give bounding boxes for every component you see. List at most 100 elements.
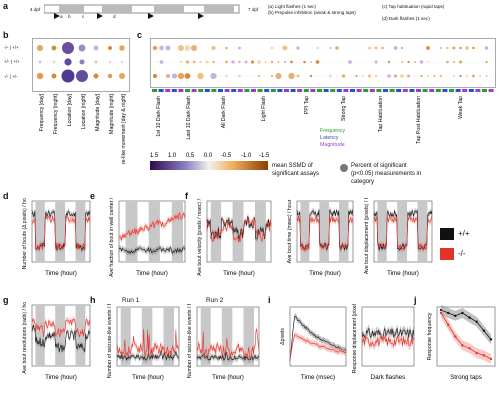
night-band: [120, 307, 131, 366]
c-dot: [171, 73, 178, 79]
b-col-label: Magnitude [day]: [95, 93, 101, 130]
c-dot: [283, 60, 287, 64]
timeline-marker-a: a: [60, 14, 63, 19]
b-col-label: Magnitude [night]: [109, 93, 115, 133]
data-point: [454, 314, 457, 318]
b-row-label-1: -/- | +/+: [4, 45, 19, 50]
c-dot: [296, 74, 300, 78]
data-point: [489, 357, 493, 361]
y-axis-label: Ave bout time (msec) / hour: [287, 199, 293, 263]
c-dot: [440, 47, 442, 49]
y-axis-label: Ave bout velocity (pixels / msec) / hour: [197, 198, 203, 276]
timeline-marker-d: d: [113, 14, 116, 19]
night-band: [55, 201, 66, 262]
size-legend-2: (p<0.05) measurements in: [351, 171, 422, 177]
c-dot: [367, 74, 372, 78]
night-band: [75, 305, 86, 366]
data-point: [446, 323, 450, 326]
data-point: [446, 311, 450, 315]
data-point: [475, 320, 478, 323]
plot-f-bout-time: Ave bout time (msec) / hour Time (hour): [287, 199, 354, 277]
series-mut: [296, 215, 354, 251]
c-dot: [336, 75, 338, 77]
series-wt: [206, 216, 272, 240]
c-dot: [275, 72, 282, 80]
c-category-bar: [435, 89, 441, 92]
c-category-bar: [277, 89, 283, 92]
night-band: [377, 201, 387, 262]
c-group-label: Tap Post Habituation: [416, 96, 422, 144]
c-category-bar: [251, 89, 256, 92]
series-wt: [196, 351, 260, 361]
c-dot: [368, 46, 371, 50]
plot-g-bout-revolutions: Ave bout revolutions (rads) / hour Time (…: [22, 302, 91, 381]
c-dot: [184, 45, 191, 51]
c-category-bar: [488, 89, 494, 92]
legend-wt-swatch: [440, 228, 454, 240]
c-dot: [270, 46, 274, 50]
x-axis-label: Time (hour): [136, 270, 168, 277]
colorbar-tick: -1.0: [241, 153, 252, 159]
c-dot: [427, 75, 429, 77]
x-axis-label: Dark flashes: [371, 374, 405, 381]
c-dot: [381, 46, 384, 50]
panel-label-h: h: [90, 295, 96, 305]
timeline-legend-c: (c) Tap habituation (rapid taps): [382, 4, 445, 9]
c-category-bar: [402, 89, 408, 92]
series-mut: [196, 328, 260, 358]
c-dot: [205, 60, 209, 64]
c-dot: [257, 60, 261, 64]
c-category-bar: [383, 89, 388, 92]
c-dot: [288, 72, 295, 80]
c-dot: [419, 60, 424, 64]
data-point: [475, 351, 478, 355]
colorbar-tick: 0.5: [186, 153, 195, 159]
colorbar-tick: -0.5: [221, 153, 232, 159]
c-dot: [264, 61, 267, 63]
c-dot: [159, 60, 164, 64]
x-axis-label: Time (hour): [132, 374, 164, 381]
data-point: [468, 347, 471, 350]
ssmd-colorbar: 1.5 1.0 0.5 0.0 -0.5 -1.0 -1.5: [150, 153, 270, 170]
c-group-label: Weak Tap: [458, 96, 464, 119]
c-dot: [238, 60, 241, 64]
c-category-bar: [257, 89, 263, 92]
c-dot: [472, 74, 475, 78]
y-axis-label: Response frequency: [427, 312, 433, 360]
b-row-label-3: -/- | +/-: [4, 74, 18, 79]
c-legend-latency: Latency: [320, 135, 339, 141]
c-category-bar: [468, 89, 474, 92]
c-dot: [199, 61, 202, 63]
c-dot: [374, 46, 378, 50]
c-dot: [414, 61, 416, 63]
c-dot: [192, 60, 196, 64]
y-axis-label: Ave bout displacement (pixels) / hour: [364, 198, 370, 274]
night-band: [243, 307, 255, 366]
c-group-label: Tap Habituation: [378, 96, 384, 132]
c-legend-magnitude: Magnitude: [320, 142, 345, 148]
c-dot: [465, 46, 469, 50]
b-col-label: Seizure-like movement [day & night]: [121, 93, 127, 164]
panel-label-a: a: [3, 1, 9, 11]
c-dot: [165, 45, 171, 51]
x-axis-label: Time (hour): [45, 374, 77, 381]
c-dot: [238, 74, 241, 78]
series-wt: [118, 247, 186, 255]
night-band: [300, 201, 310, 262]
panel-label-f: f: [185, 191, 188, 201]
c-dot: [478, 74, 482, 78]
b-col-label: Location [night]: [81, 93, 87, 129]
size-legend-circle: [340, 164, 348, 172]
c-dot: [375, 75, 377, 77]
c-dot: [177, 72, 185, 80]
night-band: [171, 201, 184, 262]
timeline-legend-a: (a) Light flashes (1 sec): [268, 4, 316, 9]
series-mut: [31, 214, 91, 252]
c-category-bar: [376, 89, 382, 92]
c-dot: [197, 72, 204, 80]
c-dot: [296, 46, 300, 50]
colorbar-tick: 1.5: [150, 153, 159, 159]
c-dot: [211, 45, 216, 51]
c-category-bar: [350, 89, 355, 92]
c-category-bar: [303, 89, 309, 92]
